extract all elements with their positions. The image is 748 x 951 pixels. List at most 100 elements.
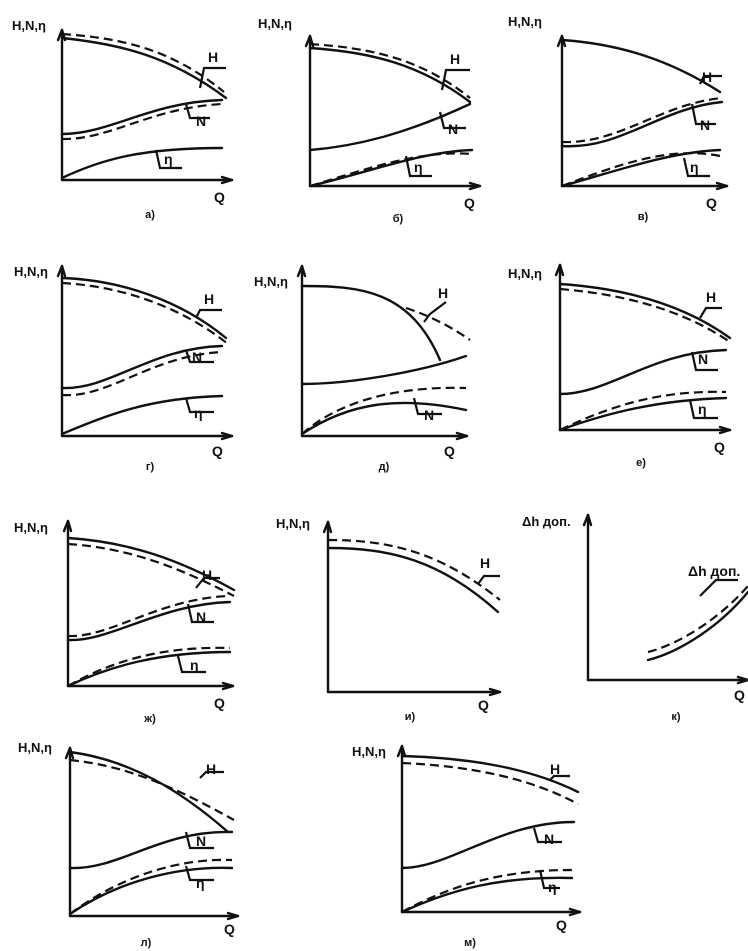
panel-caption: д) xyxy=(379,461,390,473)
panel-caption: в) xyxy=(638,211,649,223)
panel-b: H,N,η Qб) H Nη xyxy=(258,16,482,225)
curve-label-leader xyxy=(538,869,560,890)
curve-label-leader xyxy=(438,111,466,130)
curve-label-leader xyxy=(699,74,722,85)
panel-v: H,N,η Qв) H Nη xyxy=(508,14,729,223)
panel-caption: е) xyxy=(636,457,646,469)
x-axis-arrow xyxy=(715,181,729,191)
curve-solid xyxy=(300,401,468,436)
curve-solid xyxy=(66,650,232,688)
curve-label: η xyxy=(414,159,423,175)
panel-a: H,N,η Qа) H Nη xyxy=(12,18,234,221)
curve-dashed xyxy=(401,761,579,805)
curve-dashed xyxy=(301,386,467,435)
curve-dashed xyxy=(309,42,471,99)
curve-label-leader xyxy=(176,655,206,674)
curve-dashed xyxy=(559,287,731,343)
panel-caption: к) xyxy=(671,711,681,723)
curve-label-leader xyxy=(532,827,562,844)
curve-dashed xyxy=(67,646,231,687)
curve-solid xyxy=(66,536,236,592)
curve-label: N xyxy=(700,117,710,133)
y-axis-label: H,N,η xyxy=(18,740,52,755)
curve-solid xyxy=(558,348,728,396)
curve-dashed xyxy=(401,868,573,913)
y-axis-label: H,N,η xyxy=(14,520,48,535)
curve-solid xyxy=(560,38,722,94)
curve-label: N xyxy=(196,833,206,849)
curve-solid xyxy=(326,546,500,614)
y-axis-arrow xyxy=(556,34,567,48)
x-axis-arrow xyxy=(221,681,235,691)
curve-label-leader xyxy=(688,399,718,420)
x-axis-label: Q xyxy=(214,695,225,711)
panel-d: H,N,η Qд) H N xyxy=(254,264,471,473)
curve-label: N xyxy=(448,121,458,137)
panel-caption: м) xyxy=(464,937,476,949)
curve-label: Δh доп. xyxy=(688,563,740,579)
curve-dashed xyxy=(67,594,231,638)
curve-dashed xyxy=(647,585,748,654)
curve-label: N xyxy=(196,113,206,129)
x-axis-arrow xyxy=(455,431,469,441)
curve-solid xyxy=(308,46,472,104)
curve-label: H xyxy=(450,51,460,67)
curve-solid xyxy=(68,866,234,916)
curve-dashed xyxy=(61,102,223,141)
y-axis-arrow xyxy=(296,264,307,278)
curve-solid xyxy=(558,282,732,340)
x-axis-arrow xyxy=(568,907,582,917)
y-axis-arrow xyxy=(64,746,75,760)
curve-solid xyxy=(560,100,724,148)
curve-solid xyxy=(60,344,224,390)
panel-caption: и) xyxy=(405,711,416,723)
x-axis-arrow xyxy=(226,911,240,921)
y-axis-label: H,N,η xyxy=(258,16,292,31)
curve-dashed xyxy=(405,306,471,341)
curve-solid xyxy=(60,394,224,436)
curve-solid xyxy=(60,146,224,180)
x-axis-label: Q xyxy=(556,917,567,933)
curve-label: η xyxy=(164,151,173,167)
curve-label: H xyxy=(706,289,716,305)
curve-solid xyxy=(66,600,232,642)
panel-zh: H,N,η Qж) H Nη xyxy=(14,519,236,725)
curve-dashed xyxy=(61,281,229,345)
curve-label-leader xyxy=(412,397,442,416)
panel-i: H,N,η Qи) H xyxy=(276,516,502,723)
curve-label: H xyxy=(202,567,212,583)
x-axis-label: Q xyxy=(478,697,489,713)
curve-dashed xyxy=(561,152,721,188)
curve-label: N xyxy=(424,407,434,423)
curve-solid xyxy=(300,354,468,386)
curve-label: H xyxy=(702,69,712,85)
panel-g: H,N,η Qг) H Nη xyxy=(14,264,234,473)
x-axis-arrow xyxy=(736,675,748,685)
x-axis-label: Q xyxy=(214,189,225,205)
y-axis-arrow xyxy=(582,513,593,527)
curve-label-leader xyxy=(477,574,500,585)
curve-solid xyxy=(300,284,442,362)
curve-solid xyxy=(68,750,230,834)
curve-label-leader xyxy=(184,865,214,882)
curve-solid xyxy=(560,148,722,188)
y-axis-label: H,N,η xyxy=(276,516,310,531)
curve-dashed xyxy=(559,390,727,431)
curve-solid xyxy=(60,276,228,340)
panel-e: H,N,η Qе) H Nη xyxy=(508,263,732,469)
y-axis-arrow xyxy=(304,34,315,48)
y-axis-label: H,N,η xyxy=(508,14,542,29)
y-axis-arrow xyxy=(322,520,333,534)
panel-m: H,N,η Qм) H Nη xyxy=(352,744,582,949)
curve-label-leader xyxy=(423,301,447,323)
curve-label-leader xyxy=(195,576,220,589)
y-axis-label: Δh доп. xyxy=(522,514,571,529)
curve-label: N xyxy=(698,351,708,367)
panel-caption: г) xyxy=(146,461,155,473)
curve-label-leader xyxy=(549,774,570,781)
curve-label: N xyxy=(544,831,554,847)
curve-label: η xyxy=(194,405,203,421)
y-axis-arrow xyxy=(56,28,67,42)
x-axis-arrow xyxy=(718,425,732,435)
curve-label: H xyxy=(438,285,448,301)
